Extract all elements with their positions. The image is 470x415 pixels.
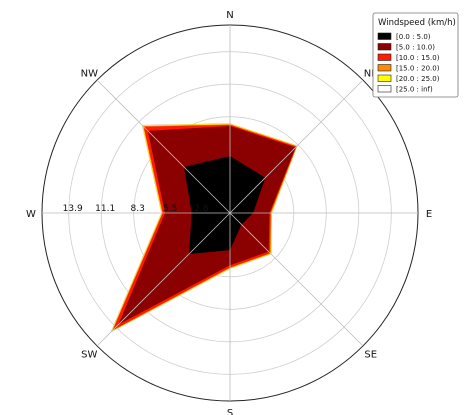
legend-entry-label: [15.0 : 20.0) [396,65,440,73]
legend-title: Windspeed (km/h) [378,18,456,28]
area--0.0-5.0- [184,156,266,254]
legend-items: [0.0 : 5.0) [5.0 : 10.0) [10.0 : 15.0) [15.… [377,32,440,94]
radial-tick-label: 2.8 [194,204,209,214]
legend-swatch [377,43,392,51]
direction-label-NE: NE [364,68,378,79]
legend: Windspeed (km/h) [0.0 : 5.0) [5.0 : 10.0)… [372,12,459,98]
legend-swatch [377,85,392,93]
legend-swatch [377,53,392,61]
direction-label-NW: NW [81,68,98,79]
direction-label-S: S [227,408,233,415]
radial-tick-label: 5.5 [163,204,177,214]
legend-entry-label: [20.0 : 25.0) [396,75,440,83]
legend-swatch [377,64,392,72]
legend-swatch [377,32,392,40]
spoke-SW [96,212,231,347]
direction-label-SE: SE [364,350,377,361]
spoke-NW [96,79,231,214]
radial-tick-label: 13.9 [63,204,83,214]
direction-label-N: N [226,10,233,21]
spoke-NE [229,79,364,214]
radial-tick-label: 8.3 [131,204,145,214]
axis-labels: N NE E SE S SW W NW 2.8 5.5 8.3 11.1 13.9 [26,10,432,415]
legend-entry-label: [5.0 : 10.0) [396,44,435,52]
legend-entry-label: [0.0 : 5.0) [396,33,431,41]
polar-spokes [42,25,418,401]
direction-label-SW: SW [81,350,97,361]
direction-label-W: W [26,209,36,220]
windrose-areas [110,123,298,333]
legend-entry-label: [10.0 : 15.0) [396,54,440,62]
legend-swatch [377,74,392,82]
direction-label-E: E [426,209,432,220]
legend-entry-label: [25.0 : inf) [396,86,433,94]
legend-box [372,12,459,98]
spoke-SE [229,212,364,347]
radial-tick-label: 11.1 [95,204,115,214]
